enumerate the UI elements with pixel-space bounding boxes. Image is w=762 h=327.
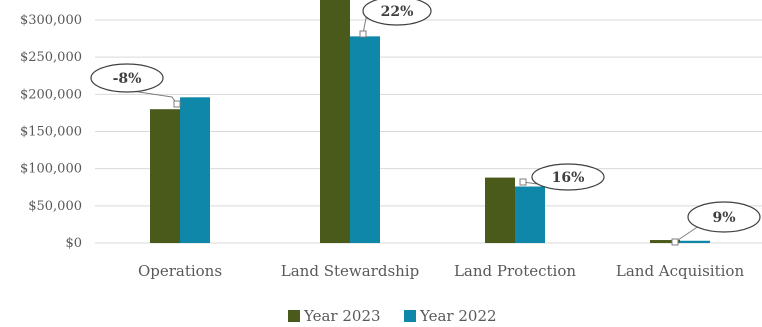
bar — [485, 177, 515, 243]
y-tick-label: $150,000 — [20, 125, 82, 140]
bars — [150, 0, 710, 243]
callout: 22% — [359, 0, 432, 38]
callout-percent-label: 22% — [381, 4, 414, 20]
y-tick-label: $250,000 — [20, 50, 82, 65]
callout-percent-label: -8% — [113, 71, 142, 87]
callout-bubble — [90, 63, 164, 93]
legend-label: Year 2022 — [419, 307, 497, 325]
callout-anchor-marker — [671, 238, 679, 246]
bar — [180, 97, 210, 243]
x-category-label: Land Acquisition — [616, 262, 745, 280]
y-tick-label: $50,000 — [28, 199, 82, 214]
legend-label: Year 2023 — [303, 307, 381, 325]
legend-swatch — [404, 310, 416, 322]
y-tick-label: $300,000 — [20, 13, 82, 28]
callout-bubble — [362, 0, 432, 26]
percent-change-callouts: -8% 22% 16% 9% — [90, 0, 761, 246]
callout-bubble — [531, 163, 605, 191]
bar — [150, 109, 180, 243]
x-category-label: Land Stewardship — [281, 262, 419, 280]
x-axis-category-labels: Operations Land Stewardship Land Protectio… — [138, 262, 745, 280]
bar — [680, 240, 710, 243]
bar — [350, 36, 380, 243]
bar — [650, 240, 680, 243]
y-tick-label: $100,000 — [20, 162, 82, 177]
y-axis-tick-labels: $0 $50,000 $100,000 $150,000 $200,000 $250,00… — [20, 13, 82, 251]
callout: 9% — [671, 201, 761, 246]
x-category-label: Operations — [138, 262, 222, 280]
legend-swatch — [288, 310, 300, 322]
callout-percent-label: 16% — [552, 170, 585, 186]
bar — [320, 0, 350, 243]
y-tick-label: $0 — [65, 236, 82, 251]
y-tick-label: $200,000 — [20, 87, 82, 102]
callout: -8% — [90, 63, 181, 108]
bar — [515, 186, 545, 243]
callout-bubble — [687, 201, 761, 233]
callout-anchor-marker — [173, 100, 181, 108]
callout-percent-label: 9% — [712, 210, 735, 226]
legend: Year 2023 Year 2022 — [288, 307, 497, 325]
callout: 16% — [519, 163, 605, 191]
callout-leader-line — [674, 225, 700, 243]
callout-anchor-marker — [519, 178, 527, 186]
x-category-label: Land Protection — [454, 262, 576, 280]
callout-anchor-marker — [359, 30, 367, 38]
